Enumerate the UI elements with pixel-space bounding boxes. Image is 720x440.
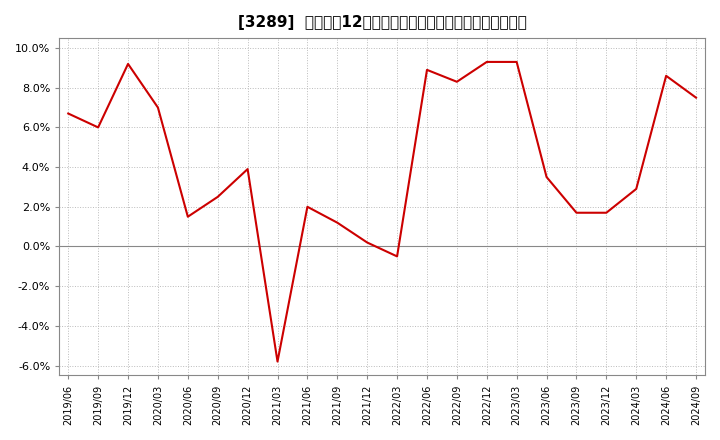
Title: [3289]  売上高の12か月移動合計の対前年同期増減率の推移: [3289] 売上高の12か月移動合計の対前年同期増減率の推移: [238, 15, 526, 30]
